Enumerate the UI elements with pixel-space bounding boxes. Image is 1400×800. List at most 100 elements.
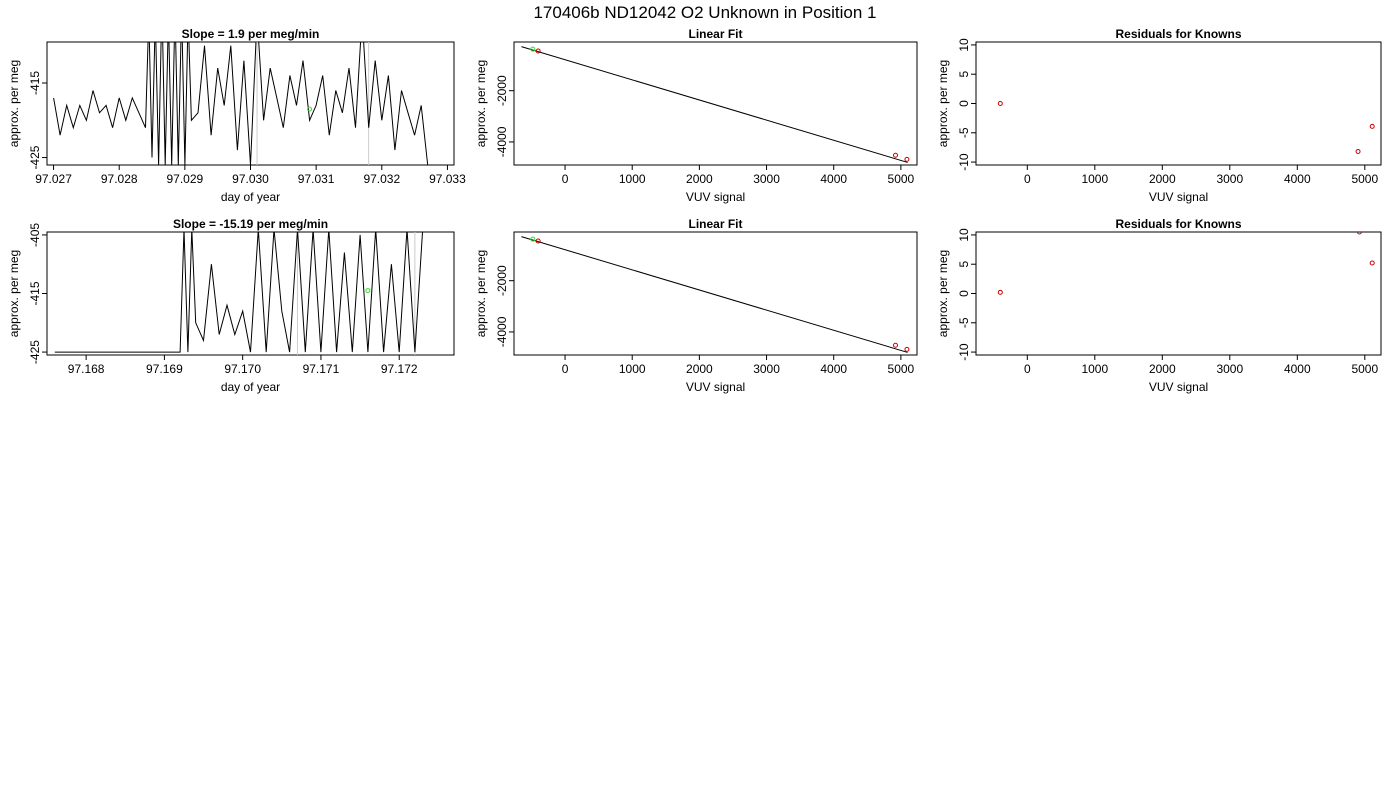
- chart-panel-4: Slope = -15.19 per meg/min 97.168 97.169 97…: [7, 217, 455, 394]
- known-point: [1355, 149, 1361, 155]
- x-tick-label: 4000: [1284, 362, 1311, 376]
- y-tick-label: -4000: [495, 126, 509, 157]
- y-axis-label: approx. per meg: [936, 250, 950, 337]
- known-point: [904, 346, 910, 352]
- unknown-point: [307, 106, 313, 112]
- plot-area: [53, 42, 429, 165]
- plot-area: [521, 236, 910, 353]
- x-tick-label: 2000: [1149, 362, 1176, 376]
- y-tick-label: -415: [28, 281, 42, 305]
- x-axis-label: day of year: [221, 380, 280, 394]
- plot-area: [997, 232, 1375, 295]
- fit-line: [521, 46, 908, 163]
- plot-frame: [46, 231, 455, 356]
- known-point: [997, 289, 1003, 295]
- known-point: [904, 156, 910, 162]
- unknown-point: [530, 46, 536, 52]
- x-tick-label: 0: [1024, 362, 1031, 376]
- chart-panel-6: Residuals for Knowns 0 1000 2000 3000 4000 500…: [936, 217, 1382, 394]
- chart-title: Slope = -15.19 per meg/min: [173, 217, 328, 231]
- known-point: [535, 238, 541, 244]
- chart-panel-1: Slope = 1.9 per meg/min 97.027 97.028 97.02…: [7, 27, 466, 204]
- y-tick-label: 5: [957, 261, 971, 268]
- y-tick-label: 5: [957, 71, 971, 78]
- x-tick-label: 3000: [1216, 172, 1243, 186]
- plot-area: [997, 101, 1375, 155]
- chart-title: Residuals for Knowns: [1115, 27, 1241, 41]
- y-axis-label: approx. per meg: [474, 250, 488, 337]
- plot-frame: [513, 41, 918, 166]
- x-tick-label: 1000: [1081, 362, 1108, 376]
- x-tick-label: 4000: [820, 362, 847, 376]
- x-tick-label: 3000: [753, 172, 780, 186]
- y-tick-label: 10: [957, 38, 971, 52]
- y-tick-label: -2000: [495, 265, 509, 296]
- x-tick-label: 5000: [888, 172, 915, 186]
- series-line: [54, 232, 424, 353]
- fit-line: [521, 236, 908, 353]
- x-axis-label: VUV signal: [1149, 190, 1208, 204]
- x-tick-label: 5000: [888, 362, 915, 376]
- y-axis-label: approx. per meg: [936, 60, 950, 147]
- x-axis-label: VUV signal: [686, 380, 745, 394]
- x-tick-label: 0: [562, 172, 569, 186]
- known-point: [1369, 260, 1375, 266]
- plot-area: [54, 232, 424, 355]
- page-title: 170406b ND12042 O2 Unknown in Position 1: [533, 3, 876, 22]
- chart-panels: Slope = 1.9 per meg/min 97.027 97.028 97.02…: [7, 27, 1382, 394]
- chart-panel-5: Linear Fit 0 1000 2000 3000 4000 5000 -4000 -200…: [474, 217, 918, 394]
- known-point: [893, 152, 899, 158]
- x-axis-label: VUV signal: [686, 190, 745, 204]
- x-tick-label: 2000: [1149, 172, 1176, 186]
- x-tick-label: 97.027: [35, 172, 72, 186]
- plot-area: [521, 46, 910, 163]
- y-tick-label: -2000: [495, 75, 509, 106]
- known-point: [1356, 232, 1362, 235]
- x-tick-label: 97.169: [146, 362, 183, 376]
- known-point: [535, 48, 541, 54]
- x-tick-label: 2000: [686, 172, 713, 186]
- x-tick-label: 5000: [1351, 172, 1378, 186]
- y-tick-label: 10: [957, 228, 971, 242]
- unknown-point: [365, 288, 371, 294]
- y-tick-label: -10: [957, 343, 971, 361]
- x-tick-label: 1000: [1081, 172, 1108, 186]
- x-tick-label: 97.168: [68, 362, 105, 376]
- y-axis-label: approx. per meg: [7, 60, 21, 147]
- chart-panel-2: Linear Fit 0 1000 2000 3000 4000 5000 -4000 -200…: [474, 27, 918, 204]
- x-tick-label: 3000: [753, 362, 780, 376]
- x-tick-label: 97.030: [232, 172, 269, 186]
- y-tick-label: -405: [28, 223, 42, 247]
- x-axis-label: VUV signal: [1149, 380, 1208, 394]
- unknown-point: [530, 236, 536, 242]
- y-tick-label: -5: [957, 317, 971, 328]
- x-tick-label: 1000: [619, 172, 646, 186]
- known-point: [893, 342, 899, 348]
- x-tick-label: 0: [562, 362, 569, 376]
- x-tick-label: 97.171: [303, 362, 340, 376]
- chart-panel-3: Residuals for Knowns 0 1000 2000 3000 4000 500…: [936, 27, 1382, 204]
- chart-title: Residuals for Knowns: [1115, 217, 1241, 231]
- x-tick-label: 97.170: [224, 362, 261, 376]
- y-tick-label: 0: [957, 290, 971, 297]
- y-tick-label: -415: [28, 71, 42, 95]
- plot-frame: [975, 231, 1382, 356]
- chart-title: Slope = 1.9 per meg/min: [182, 27, 320, 41]
- x-tick-label: 97.172: [381, 362, 418, 376]
- chart-title: Linear Fit: [688, 27, 742, 41]
- y-tick-label: -425: [28, 340, 42, 364]
- x-axis-label: day of year: [221, 190, 280, 204]
- x-tick-label: 97.028: [101, 172, 138, 186]
- x-tick-label: 0: [1024, 172, 1031, 186]
- plot-frame: [975, 41, 1382, 166]
- chart-title: Linear Fit: [688, 217, 742, 231]
- x-tick-label: 97.029: [167, 172, 204, 186]
- known-point: [997, 101, 1003, 106]
- y-tick-label: -425: [28, 145, 42, 169]
- x-tick-label: 3000: [1216, 362, 1243, 376]
- x-tick-label: 97.032: [363, 172, 400, 186]
- y-tick-label: -10: [957, 153, 971, 171]
- plot-frame: [46, 41, 455, 166]
- y-axis-label: approx. per meg: [474, 60, 488, 147]
